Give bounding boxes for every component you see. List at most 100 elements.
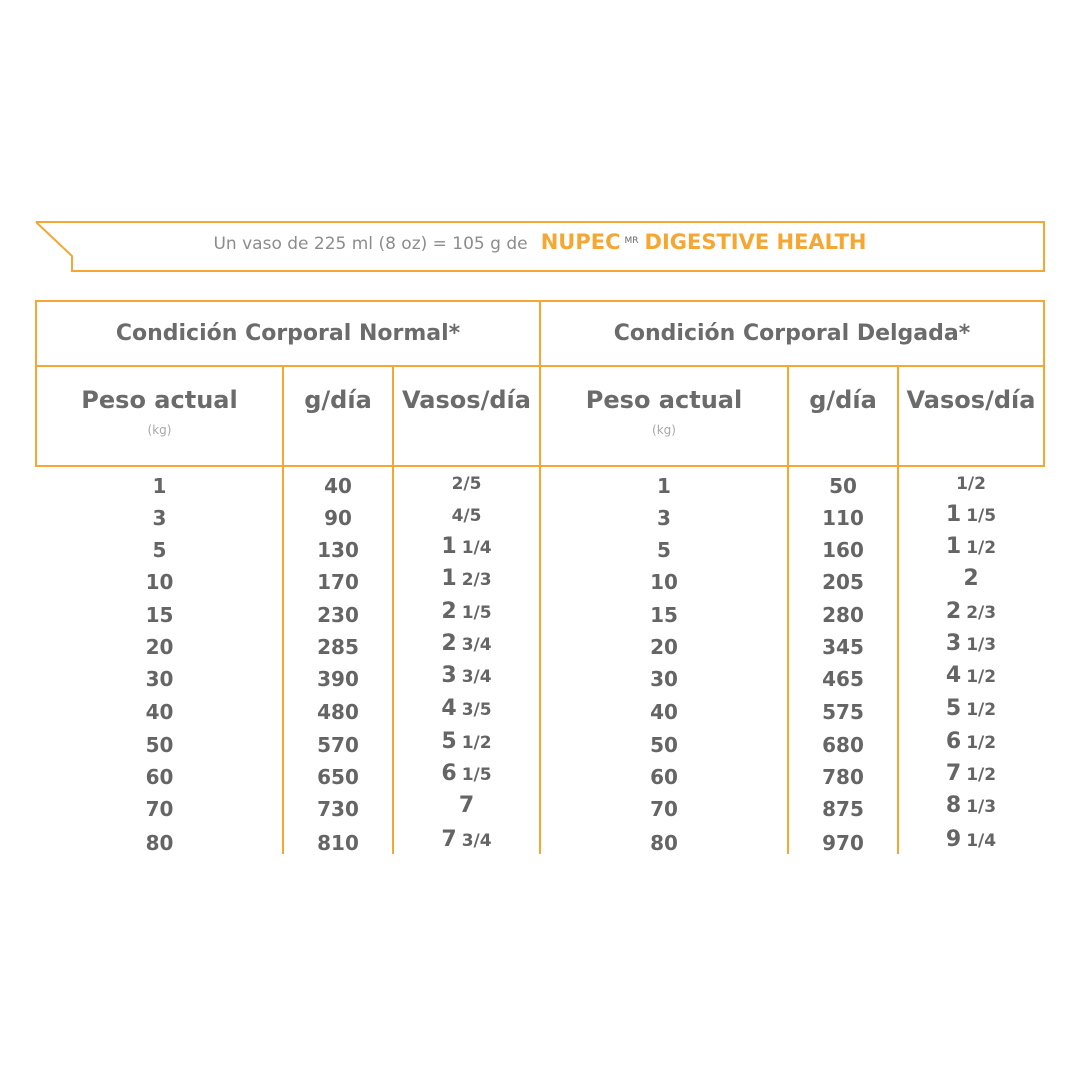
vasos-fraction: 3/4 [461, 667, 492, 687]
cell-peso: 40 [145, 700, 174, 724]
cell-peso: 15 [650, 603, 678, 627]
cell-peso: 30 [650, 667, 678, 691]
cell-g-dia: 390 [317, 667, 359, 691]
cell-vasos-dia: 2 2/3 [898, 599, 1044, 624]
header-unit-kg: (kg) [652, 423, 676, 437]
cell-vasos-dia: 5 1/2 [898, 696, 1044, 721]
cell-vasos-dia: 5 1/2 [393, 729, 540, 754]
cell-vasos-dia: 1 2/3 [393, 566, 540, 591]
vasos-fraction: 1/2 [966, 538, 997, 558]
vasos-fraction: 1/4 [461, 538, 492, 558]
cell-g-dia: 680 [822, 733, 864, 757]
vasos-whole: 5 [945, 696, 962, 721]
vasos-whole: 3 [945, 631, 962, 656]
cell-vasos-dia: 4/5 [393, 502, 540, 526]
cell-g-dia: 345 [822, 635, 864, 659]
cell-g-dia: 575 [822, 700, 864, 724]
header-g-dia: g/día [809, 386, 877, 414]
vasos-fraction: 1/3 [966, 635, 997, 655]
vasos-whole: 1 [945, 502, 962, 527]
cell-peso: 1 [657, 474, 671, 498]
cell-vasos-dia: 8 1/3 [898, 793, 1044, 818]
vasos-fraction: 2/5 [451, 474, 482, 494]
vasos-fraction: 2/3 [966, 603, 997, 623]
cell-peso: 70 [145, 797, 174, 821]
vasos-fraction: 1/5 [966, 506, 997, 526]
section-title: Condición Corporal Delgada* [613, 321, 971, 346]
cell-vasos-dia: 6 1/5 [393, 761, 540, 786]
cell-vasos-dia: 1 1/2 [898, 534, 1044, 559]
section-title: Condición Corporal Normal* [115, 321, 461, 346]
cell-peso: 80 [650, 831, 678, 855]
cell-vasos-dia: 2 1/5 [393, 599, 540, 624]
cell-vasos-dia: 6 1/2 [898, 729, 1044, 754]
header-vasos-dia: Vasos/día [906, 386, 1036, 414]
header-peso-actual: Peso actual [81, 386, 238, 414]
vasos-whole: 1 [441, 566, 457, 591]
brand-name: NUPEC [540, 230, 621, 254]
vasos-fraction: 1/3 [966, 797, 997, 817]
cell-vasos-dia: 4 1/2 [898, 663, 1044, 688]
vasos-whole: 6 [945, 729, 962, 754]
vasos-fraction: 3/4 [461, 635, 492, 655]
header-vasos-dia: Vasos/día [402, 386, 531, 414]
cell-g-dia: 480 [317, 700, 359, 724]
vasos-fraction: 3/5 [461, 700, 492, 720]
header-g-dia: g/día [304, 386, 372, 414]
cell-g-dia: 465 [822, 667, 864, 691]
cell-g-dia: 40 [324, 474, 352, 498]
cell-peso: 50 [650, 733, 678, 757]
vasos-whole: 4 [441, 696, 457, 721]
vasos-fraction: 1/5 [461, 603, 492, 623]
banner-ribbon [35, 221, 1045, 272]
vasos-whole: 2 [963, 566, 979, 591]
vasos-whole: 1 [441, 534, 457, 559]
cell-peso: 50 [145, 733, 174, 757]
cell-peso: 30 [145, 667, 174, 691]
vasos-fraction: 1/2 [966, 765, 997, 785]
cell-g-dia: 285 [317, 635, 359, 659]
vasos-fraction: 1/2 [966, 700, 997, 720]
vasos-whole: 2 [441, 599, 457, 624]
cell-vasos-dia: 3 3/4 [393, 663, 540, 688]
vasos-whole: 2 [945, 599, 962, 624]
banner-text: Un vaso de 225 ml (8 oz) = 105 g de [213, 234, 528, 254]
cell-peso: 60 [650, 765, 678, 789]
cell-g-dia: 230 [317, 603, 359, 627]
cell-g-dia: 570 [317, 733, 359, 757]
vasos-whole: 2 [441, 631, 457, 656]
cell-g-dia: 50 [829, 474, 857, 498]
cell-g-dia: 130 [317, 538, 359, 562]
cell-g-dia: 650 [317, 765, 359, 789]
vasos-whole: 5 [441, 729, 457, 754]
vasos-fraction: 1/2 [966, 667, 997, 687]
cell-g-dia: 170 [317, 570, 359, 594]
cell-g-dia: 810 [317, 831, 359, 855]
cell-peso: 15 [145, 603, 174, 627]
cell-vasos-dia: 3 1/3 [898, 631, 1044, 656]
cell-vasos-dia: 7 [393, 793, 540, 818]
cell-g-dia: 730 [317, 797, 359, 821]
header-peso-actual: Peso actual [585, 386, 743, 414]
cell-peso: 80 [145, 831, 174, 855]
vasos-fraction: 3/4 [461, 831, 492, 851]
cell-g-dia: 205 [822, 570, 864, 594]
vasos-fraction: 1/2 [461, 733, 492, 753]
cell-g-dia: 780 [822, 765, 864, 789]
cell-peso: 60 [145, 765, 174, 789]
cell-peso: 10 [650, 570, 678, 594]
cell-peso: 5 [657, 538, 671, 562]
vasos-whole: 7 [945, 761, 962, 786]
cell-peso: 10 [145, 570, 174, 594]
cell-vasos-dia: 1 1/5 [898, 502, 1044, 527]
cell-peso: 3 [152, 506, 167, 530]
vasos-fraction: 1/2 [956, 474, 986, 494]
cell-vasos-dia: 2/5 [393, 470, 540, 494]
cell-vasos-dia: 7 3/4 [393, 827, 540, 852]
cell-peso: 20 [145, 635, 174, 659]
cell-vasos-dia: 4 3/5 [393, 696, 540, 721]
vasos-whole: 3 [441, 663, 457, 688]
cell-g-dia: 90 [324, 506, 352, 530]
cell-peso: 3 [657, 506, 671, 530]
